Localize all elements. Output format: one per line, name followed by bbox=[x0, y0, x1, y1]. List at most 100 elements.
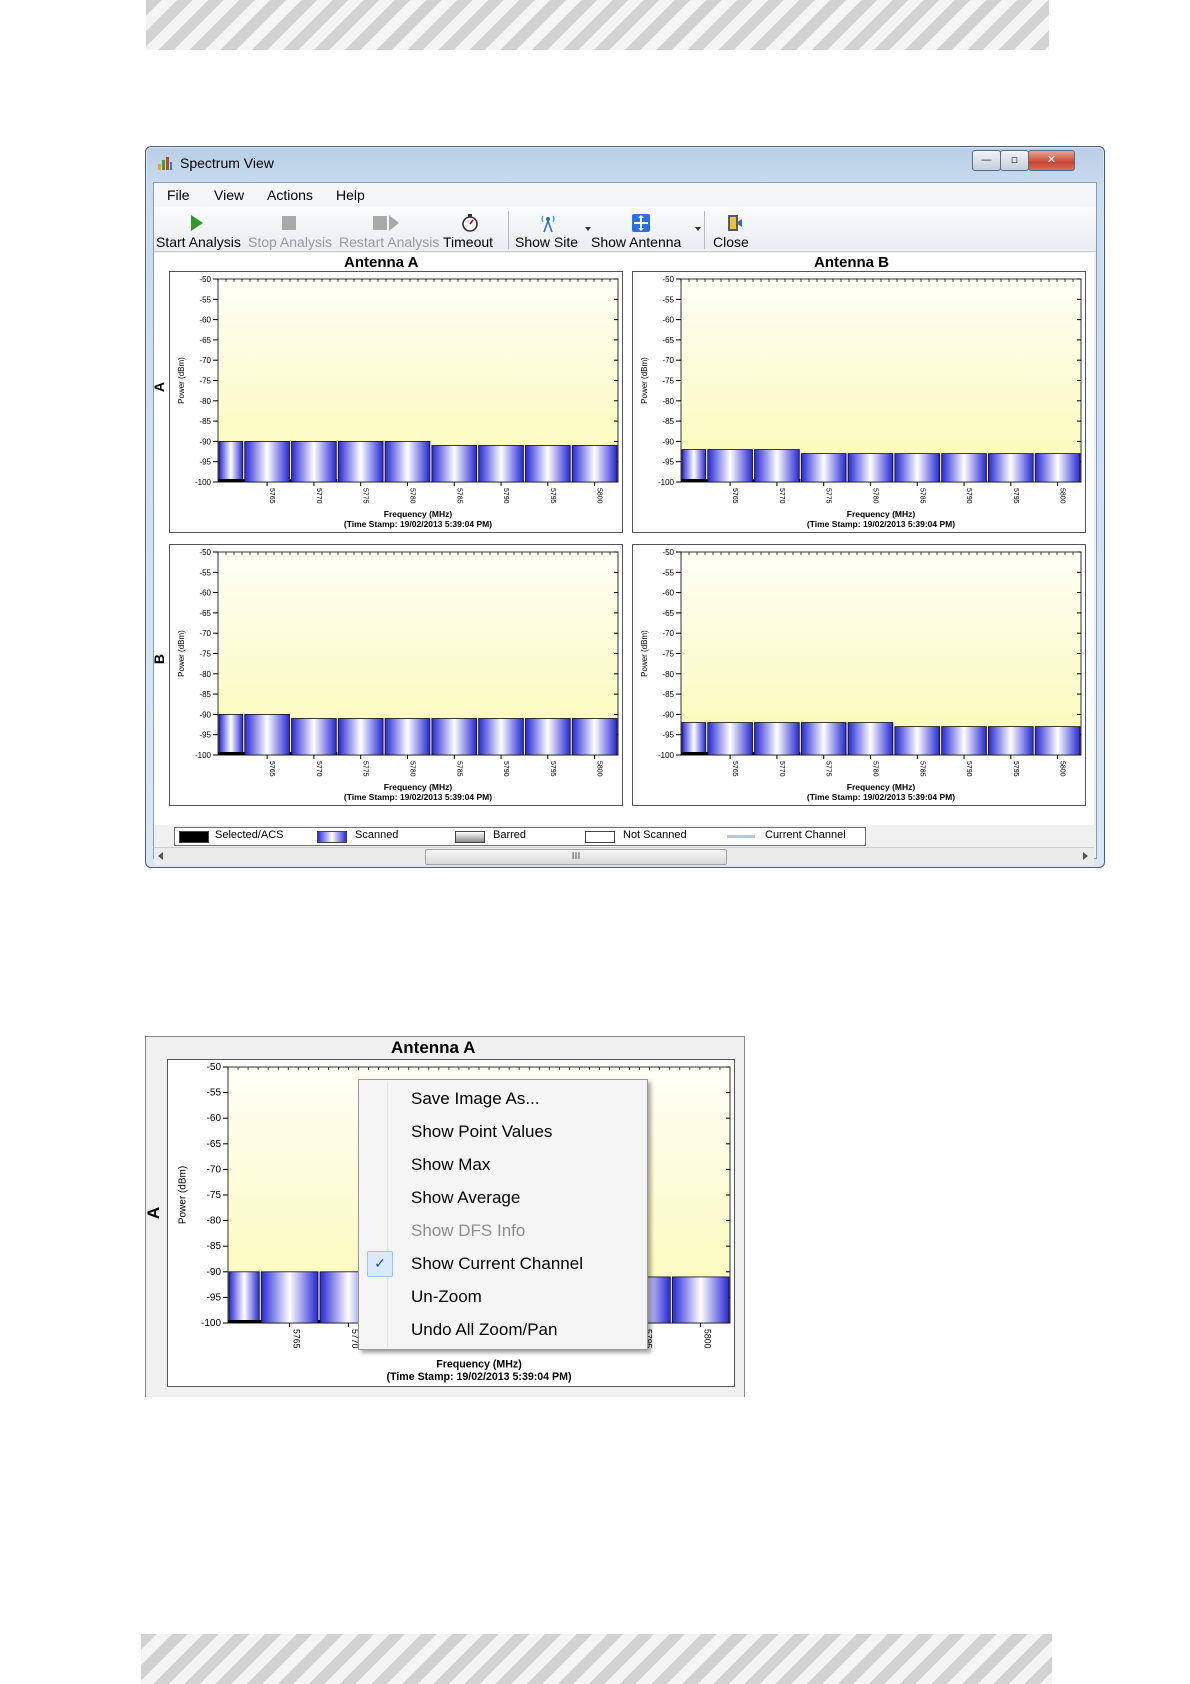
spectrum-bar bbox=[478, 445, 524, 483]
spectrum-bar bbox=[754, 722, 800, 756]
minimize-button[interactable]: — bbox=[972, 150, 1001, 171]
y-tick-label: -70 bbox=[207, 1164, 222, 1175]
restart-analysis-button[interactable]: Restart Analysis bbox=[338, 207, 439, 251]
y-tick-label: -85 bbox=[207, 1241, 222, 1252]
x-tick-label: 5795 bbox=[1012, 761, 1019, 777]
x-tick-label: 5770 bbox=[315, 761, 322, 777]
stopwatch-icon bbox=[462, 214, 478, 232]
y-tick-label: -60 bbox=[207, 1113, 222, 1124]
stop-analysis-button[interactable]: Stop Analysis bbox=[247, 207, 335, 251]
y-tick-label: -60 bbox=[199, 589, 211, 598]
timestamp-label: (Time Stamp: 19/02/2013 5:39:04 PM) bbox=[344, 519, 492, 529]
checkmark-icon: ✓ bbox=[367, 1251, 393, 1277]
spectrum-bar bbox=[894, 453, 941, 483]
timeout-button[interactable]: Timeout bbox=[442, 207, 502, 251]
scroll-right-icon[interactable] bbox=[1083, 852, 1088, 860]
show-site-dropdown-icon[interactable] bbox=[585, 227, 591, 231]
horizontal-scrollbar[interactable]: III bbox=[154, 847, 1094, 865]
zoom-column-header: Antenna A bbox=[391, 1038, 476, 1057]
show-site-button[interactable]: Show Site bbox=[514, 207, 594, 251]
y-tick-label: -80 bbox=[662, 397, 674, 406]
menu-item-show-average[interactable]: Show Average bbox=[361, 1182, 645, 1213]
x-tick-label: 5775 bbox=[362, 488, 369, 504]
y-axis-label: Power (dBm) bbox=[177, 630, 186, 677]
spectrum-bar bbox=[384, 440, 431, 483]
menu-help[interactable]: Help bbox=[336, 187, 365, 203]
spectrum-chart-a-antenna-a[interactable]: -50 -55 -60 -65 -70 -75 -80 -85 -90 -95 -100 Power … bbox=[169, 271, 623, 533]
menu-item-undo-all-zoom-pan[interactable]: Undo All Zoom/Pan bbox=[361, 1314, 645, 1345]
x-tick-label: 5775 bbox=[362, 761, 369, 777]
spectrum-bar-leading bbox=[681, 722, 707, 756]
y-tick-label: -50 bbox=[199, 548, 211, 557]
y-tick-label: -80 bbox=[199, 670, 211, 679]
x-tick-label: 5770 bbox=[778, 488, 785, 504]
y-tick-label: -65 bbox=[207, 1139, 222, 1150]
spectrum-grid: Antenna A Antenna B A B -50 -55 -60 -65 -70-… bbox=[151, 253, 1094, 825]
x-tick-label: 5765 bbox=[268, 488, 275, 504]
legend-label-selected: Selected/ACS bbox=[215, 829, 284, 841]
menu-item-label: Show Average bbox=[411, 1188, 521, 1207]
y-tick-label: -65 bbox=[199, 336, 211, 345]
maximize-button[interactable]: ▫ bbox=[1000, 150, 1029, 171]
y-tick-label: -65 bbox=[662, 609, 674, 618]
scrollbar-thumb[interactable]: III bbox=[425, 849, 727, 865]
x-tick-label: 5785 bbox=[455, 761, 462, 777]
show-antenna-dropdown-icon[interactable] bbox=[695, 227, 701, 231]
close-label: Close bbox=[713, 234, 749, 250]
spectrum-bar bbox=[244, 713, 290, 756]
spectrum-chart-b-antenna-b[interactable]: -50 -55 -60 -65 -70 -75 -80 -85 -90 -95 -100 Power … bbox=[632, 544, 1086, 806]
title-bar[interactable]: Spectrum View — ▫ ✕ bbox=[146, 147, 1104, 177]
menu-file[interactable]: File bbox=[167, 187, 190, 203]
x-tick-label: 5790 bbox=[965, 488, 972, 504]
spectrum-bar bbox=[525, 445, 571, 483]
y-tick-label: -60 bbox=[199, 316, 211, 325]
menu-item-save-image[interactable]: Save Image As... bbox=[361, 1083, 645, 1114]
x-tick-label: 5795 bbox=[549, 761, 556, 777]
y-tick-label: -70 bbox=[199, 629, 211, 638]
y-tick-label: -55 bbox=[199, 568, 211, 577]
y-tick-label: -65 bbox=[662, 336, 674, 345]
plot-area bbox=[680, 278, 1082, 483]
menu-item-show-dfs-info[interactable]: Show DFS Info bbox=[361, 1215, 645, 1246]
x-tick-label: 5780 bbox=[871, 761, 878, 777]
menu-item-label: Undo All Zoom/Pan bbox=[411, 1320, 558, 1339]
antenna-site-icon bbox=[541, 215, 555, 233]
spectrum-bar bbox=[707, 722, 753, 756]
window-title: Spectrum View bbox=[180, 155, 274, 171]
menu-item-show-point-values[interactable]: Show Point Values bbox=[361, 1116, 645, 1147]
y-tick-label: -75 bbox=[199, 377, 211, 386]
spectrum-bar bbox=[337, 718, 384, 756]
start-analysis-button[interactable]: Start Analysis bbox=[154, 207, 244, 251]
y-axis-label: Power (dBm) bbox=[177, 357, 186, 404]
close-window-button[interactable]: ✕ bbox=[1028, 150, 1075, 171]
menu-view[interactable]: View bbox=[214, 187, 245, 203]
menu-item-label: Un-Zoom bbox=[411, 1287, 482, 1306]
menu-item-label: Show Current Channel bbox=[411, 1254, 583, 1273]
x-tick-label: 5780 bbox=[408, 488, 415, 504]
x-tick-label: 5785 bbox=[455, 488, 462, 504]
close-button[interactable]: Close bbox=[710, 207, 760, 251]
y-tick-label: -95 bbox=[207, 1292, 222, 1303]
x-tick-label: 5770 bbox=[315, 488, 322, 504]
x-tick-label: 5795 bbox=[644, 1329, 654, 1349]
spectrum-bar bbox=[478, 718, 524, 756]
menu-item-show-current-channel[interactable]: ✓ Show Current Channel bbox=[361, 1248, 645, 1279]
menu-item-un-zoom[interactable]: Un-Zoom bbox=[361, 1281, 645, 1312]
spectrum-bar bbox=[671, 1276, 730, 1324]
y-tick-label: -90 bbox=[662, 710, 674, 719]
scroll-left-icon[interactable] bbox=[158, 852, 163, 860]
menu-actions[interactable]: Actions bbox=[267, 187, 313, 203]
y-tick-label: -50 bbox=[662, 548, 674, 557]
y-tick-label: -100 bbox=[658, 478, 675, 487]
spectrum-chart-b-antenna-a[interactable]: -50 -55 -60 -65 -70 -75 -80 -85 -90 -95 -100 Power … bbox=[169, 544, 623, 806]
show-antenna-button[interactable]: Show Antenna bbox=[591, 207, 701, 251]
y-tick-label: -75 bbox=[207, 1190, 222, 1201]
y-tick-label: -80 bbox=[199, 397, 211, 406]
show-antenna-label: Show Antenna bbox=[591, 234, 682, 250]
x-tick-label: 5800 bbox=[1059, 488, 1066, 504]
legend-label-scanned: Scanned bbox=[355, 829, 399, 841]
y-tick-label: -70 bbox=[662, 356, 674, 365]
menu-item-show-max[interactable]: Show Max bbox=[361, 1149, 645, 1180]
spectrum-chart-a-antenna-b[interactable]: -50 -55 -60 -65 -70 -75 -80 -85 -90 -95 -100 Power … bbox=[632, 271, 1086, 533]
x-tick-label: 5795 bbox=[1012, 488, 1019, 504]
